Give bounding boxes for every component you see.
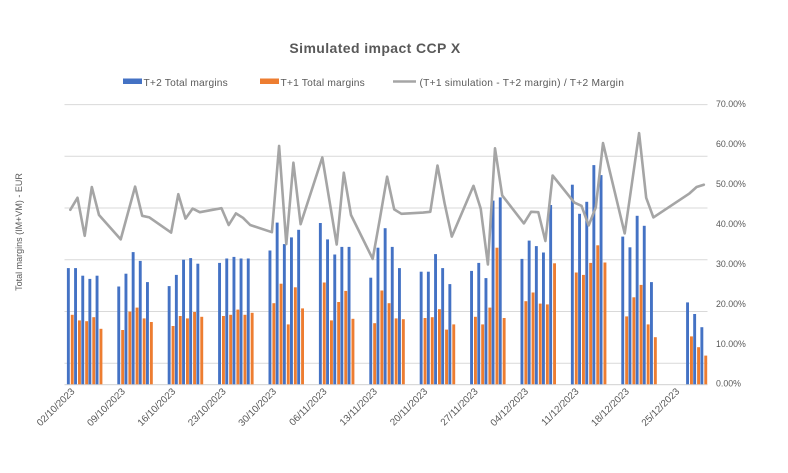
svg-text:T+2 Total margins: T+2 Total margins [144, 78, 228, 89]
svg-text:Total margins (IM+VM) - EUR: Total margins (IM+VM) - EUR [14, 173, 24, 291]
svg-text:0.00%: 0.00% [716, 379, 741, 389]
svg-text:60.00%: 60.00% [716, 139, 746, 149]
svg-text:T+1 Total margins: T+1 Total margins [281, 78, 365, 89]
svg-text:20.00%: 20.00% [716, 299, 746, 309]
svg-text:Simulated impact CCP X: Simulated impact CCP X [289, 40, 460, 56]
svg-text:(T+1 simulation - T+2 margin): (T+1 simulation - T+2 margin) / T+2 Marg… [420, 78, 625, 89]
svg-text:10.00%: 10.00% [716, 339, 746, 349]
svg-text:70.00%: 70.00% [716, 99, 746, 109]
svg-text:30.00%: 30.00% [716, 259, 746, 269]
svg-text:40.00%: 40.00% [716, 219, 746, 229]
svg-text:50.00%: 50.00% [716, 179, 746, 189]
